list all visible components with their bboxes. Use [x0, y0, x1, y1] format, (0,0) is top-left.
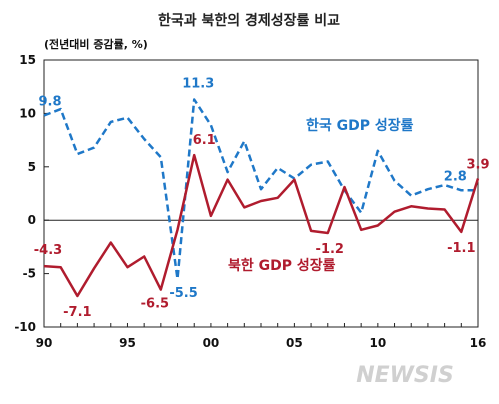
x-tick-label: 10 [369, 336, 386, 350]
plot-frame [43, 59, 479, 328]
data-label: -6.5 [141, 297, 169, 312]
data-label: -1.1 [447, 241, 475, 256]
data-label: 9.8 [38, 95, 61, 110]
data-label: 11.3 [182, 77, 214, 92]
data-label: 2.8 [444, 169, 467, 184]
y-tick-label: -5 [23, 267, 36, 281]
series-name-label: 한국 GDP 성장률 [306, 117, 414, 134]
x-tick-label: 95 [119, 336, 136, 350]
unit-label: (전년대비 증감률, %) [44, 37, 148, 51]
plot-area [43, 98, 480, 298]
data-label: -4.3 [34, 243, 62, 258]
data-label: -5.5 [169, 286, 197, 301]
y-tick-label: 15 [19, 53, 36, 67]
chart-title: 한국과 북한의 경제성장률 비교 [158, 12, 340, 29]
series-line-korea [43, 98, 478, 281]
data-label: -7.1 [63, 305, 91, 320]
series-name-label: 북한 GDP 성장률 [228, 257, 336, 274]
y-tick-label: -10 [14, 320, 36, 334]
series-line-north-korea [43, 153, 480, 298]
x-tick-label: 90 [36, 336, 53, 350]
x-tick-label: 16 [470, 336, 487, 350]
y-tick-label: 5 [28, 160, 36, 174]
y-tick-label: 0 [28, 213, 36, 227]
data-label: 6.1 [193, 133, 216, 148]
data-label: 3.9 [466, 158, 489, 173]
data-label: -1.2 [316, 242, 344, 257]
x-tick-label: 05 [286, 336, 303, 350]
y-tick-label: 10 [19, 106, 36, 120]
watermark: NEWSIS [356, 363, 454, 388]
x-tick-label: 00 [203, 336, 220, 350]
